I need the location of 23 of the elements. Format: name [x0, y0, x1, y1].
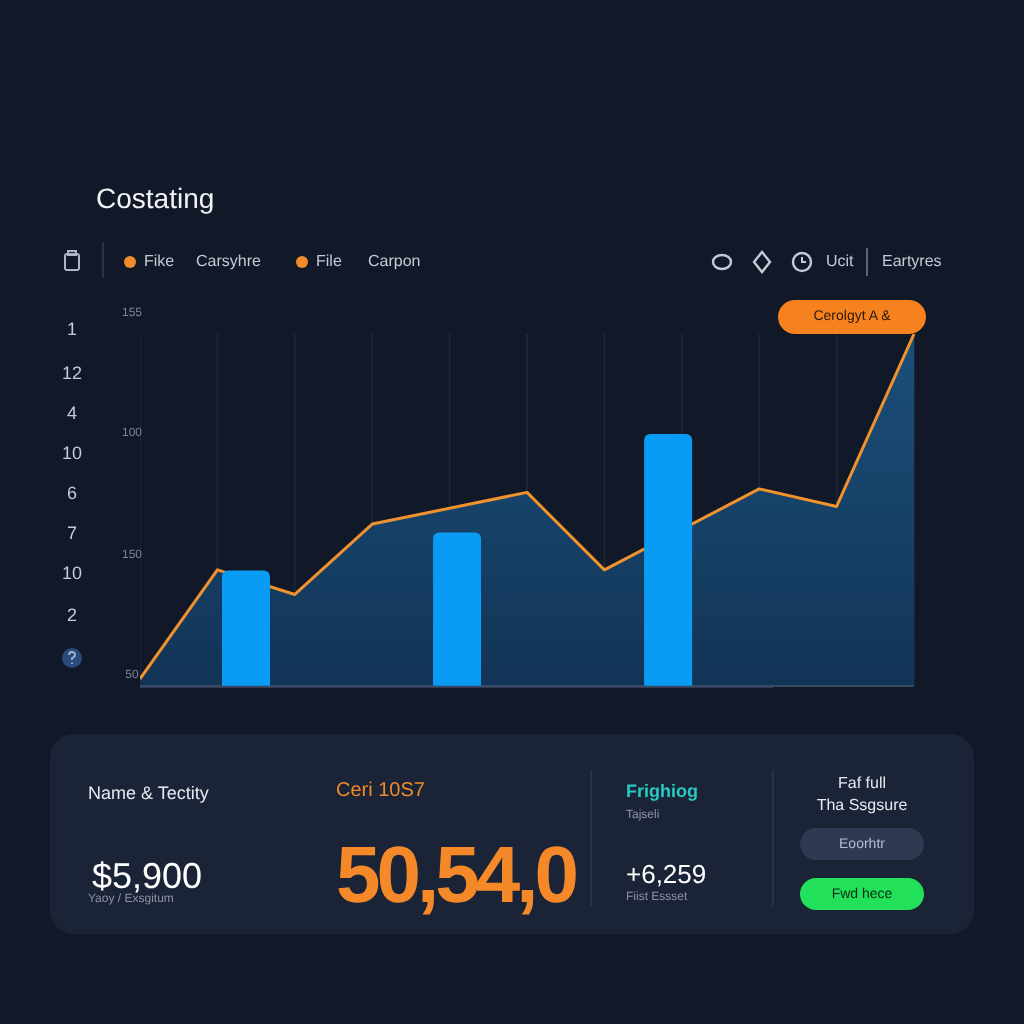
text: Fike	[144, 252, 175, 270]
text: Frighiog	[626, 781, 698, 801]
text: 2	[66, 605, 78, 625]
text: 4	[66, 403, 78, 423]
text: $5,900	[92, 856, 203, 896]
text: Ceri 10S7	[336, 780, 425, 802]
text: Eartyres	[882, 252, 942, 270]
text: 12	[61, 363, 83, 383]
chart-title: Costating	[96, 182, 215, 214]
text: Name & Tectity	[88, 783, 209, 803]
text: Tha Ssgsure	[816, 796, 908, 814]
text: 10	[61, 443, 83, 463]
text: Carsyhre	[196, 252, 261, 270]
text: Faf full	[837, 774, 887, 792]
text: Ucit	[826, 252, 854, 270]
text: 10	[61, 563, 83, 583]
text: 50,54,0	[336, 832, 575, 920]
text: Carpon	[368, 252, 421, 270]
text: File	[316, 252, 342, 270]
text: 7	[66, 523, 78, 543]
text: +6,259	[626, 859, 707, 889]
text: 1	[66, 319, 78, 339]
text: 6	[66, 483, 78, 503]
